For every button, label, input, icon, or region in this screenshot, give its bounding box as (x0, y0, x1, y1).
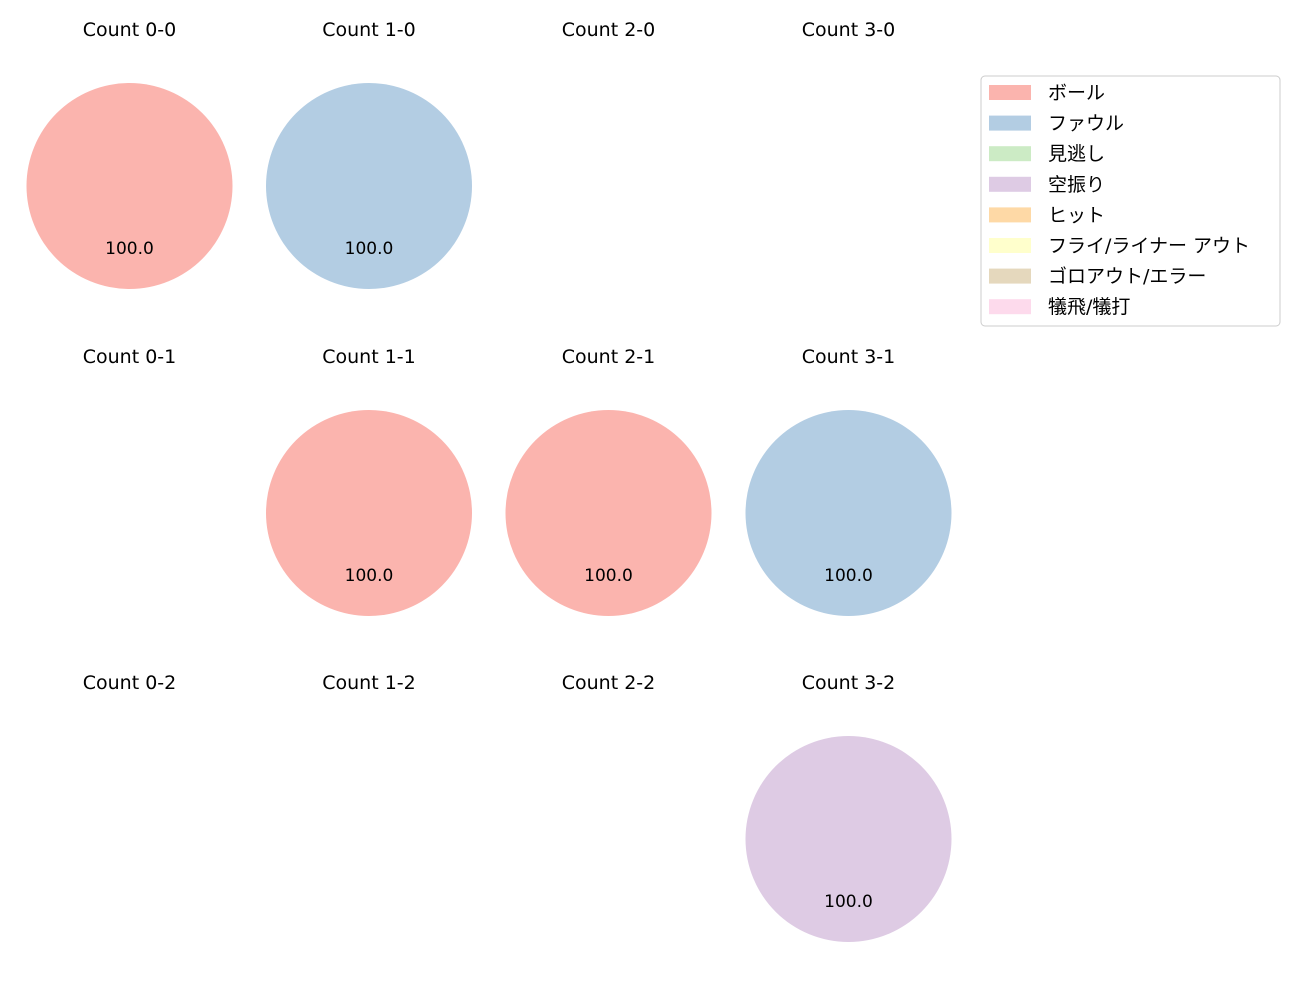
pie-slice (26, 83, 233, 289)
legend-entry: 空振り (989, 174, 1105, 196)
pie-panel: Count 3-0 (802, 19, 896, 41)
pie-panel: Count 0-2 (83, 672, 177, 694)
legend-label: 空振り (1048, 174, 1105, 196)
pie-panel: Count 1-1 100.0 (266, 346, 472, 616)
slice-label: 100.0 (345, 566, 394, 586)
legend-label: ゴロアウト/エラー (1048, 266, 1206, 288)
legend-entry: ファウル (989, 113, 1124, 135)
legend-label: 見逃し (1048, 143, 1105, 165)
pie-slice (505, 410, 712, 616)
legend-entry: 見逃し (989, 143, 1105, 165)
pie-slice (266, 410, 472, 616)
pie-panel: Count 3-1 100.0 (745, 346, 952, 616)
panel-title: Count 1-0 (322, 19, 416, 41)
legend-entry: ゴロアウト/エラー (989, 266, 1206, 288)
legend-entry: フライ/ライナー アウト (989, 235, 1250, 257)
panel-title: Count 0-1 (83, 346, 177, 368)
slice-label: 100.0 (824, 892, 873, 912)
panel-title: Count 2-0 (562, 19, 656, 41)
panel-title: Count 2-1 (562, 346, 656, 368)
legend-label: ヒット (1048, 204, 1105, 226)
legend-swatch (989, 115, 1031, 131)
panel-title: Count 0-0 (83, 19, 177, 41)
legend-label: フライ/ライナー アウト (1048, 235, 1250, 257)
slice-label: 100.0 (584, 566, 633, 586)
legend-label: 犠飛/犠打 (1048, 296, 1130, 318)
legend-swatch (989, 146, 1031, 162)
panel-title: Count 3-2 (802, 672, 896, 694)
legend-entry: ヒット (989, 204, 1105, 226)
pie-slice (745, 410, 952, 616)
pie-panel: Count 1-2 (322, 672, 416, 694)
legend-swatch (989, 268, 1031, 284)
panel-title: Count 1-2 (322, 672, 416, 694)
legend-entry: 犠飛/犠打 (989, 296, 1130, 318)
pie-panel: Count 3-2 100.0 (745, 672, 952, 942)
pie-panel: Count 2-1 100.0 (505, 346, 712, 616)
pie-panel: Count 0-1 (83, 346, 177, 368)
pie-panel: Count 2-0 (562, 19, 656, 41)
pie-panels: Count 0-0 100.0 Count 1-0 100.0 Count 2-0 Cou… (26, 19, 952, 942)
slice-label: 100.0 (824, 566, 873, 586)
legend-swatch (989, 85, 1031, 100)
panel-title: Count 2-2 (562, 672, 656, 694)
legend-label: ボール (1048, 82, 1105, 104)
pie-panel: Count 2-2 (562, 672, 656, 694)
pie-slice (266, 83, 472, 289)
pie-slice (745, 736, 952, 942)
panel-title: Count 3-0 (802, 19, 896, 41)
legend-swatch (989, 238, 1031, 253)
legend-swatch (989, 176, 1031, 192)
legend-entry: ボール (989, 82, 1105, 104)
legend-label: ファウル (1048, 113, 1124, 135)
panel-title: Count 3-1 (802, 346, 896, 368)
slice-label: 100.0 (105, 239, 154, 259)
legend-swatch (989, 207, 1031, 223)
slice-label: 100.0 (345, 239, 394, 259)
panel-title: Count 0-2 (83, 672, 177, 694)
legend-frame (980, 75, 1281, 327)
pie-panel: Count 1-0 100.0 (266, 19, 472, 289)
pie-panel: Count 0-0 100.0 (26, 19, 233, 289)
legend-swatch (989, 299, 1031, 315)
panel-title: Count 1-1 (322, 346, 416, 368)
